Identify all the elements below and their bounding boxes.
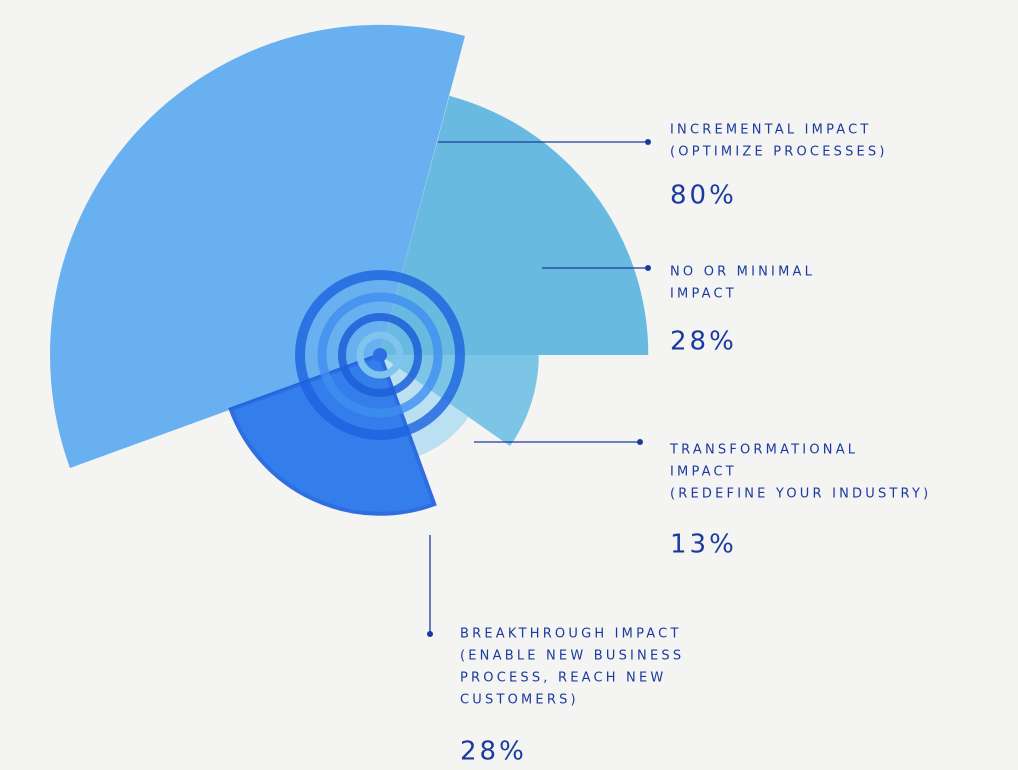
category-label: NO OR MINIMAL [670, 265, 815, 280]
leaders [427, 139, 651, 637]
wedge [380, 95, 649, 355]
category-label: TRANSFORMATIONAL [669, 443, 858, 458]
value-label: 80% [670, 181, 737, 211]
spiral [295, 270, 465, 440]
labels: INCREMENTAL IMPACT (OPTIMIZE PROCESSES) 80… [460, 123, 931, 767]
value-label: 13% [670, 530, 737, 560]
category-label: INCREMENTAL IMPACT [670, 123, 872, 138]
category-label: BREAKTHROUGH IMPACT [460, 627, 682, 642]
category-label: (OPTIMIZE PROCESSES) [670, 145, 888, 160]
wedge [380, 355, 539, 447]
category-label: CUSTOMERS) [460, 693, 579, 708]
category-label: PROCESS, REACH NEW [460, 671, 666, 686]
category-label: IMPACT [670, 465, 737, 480]
value-label: 28% [460, 737, 527, 767]
wedges [228, 95, 649, 516]
value-label: 28% [670, 327, 737, 357]
category-label: IMPACT [670, 287, 737, 302]
category-label: (ENABLE NEW BUSINESS [460, 649, 684, 664]
wedge [380, 355, 469, 457]
category-label: (REDEFINE YOUR INDUSTRY) [670, 487, 931, 502]
